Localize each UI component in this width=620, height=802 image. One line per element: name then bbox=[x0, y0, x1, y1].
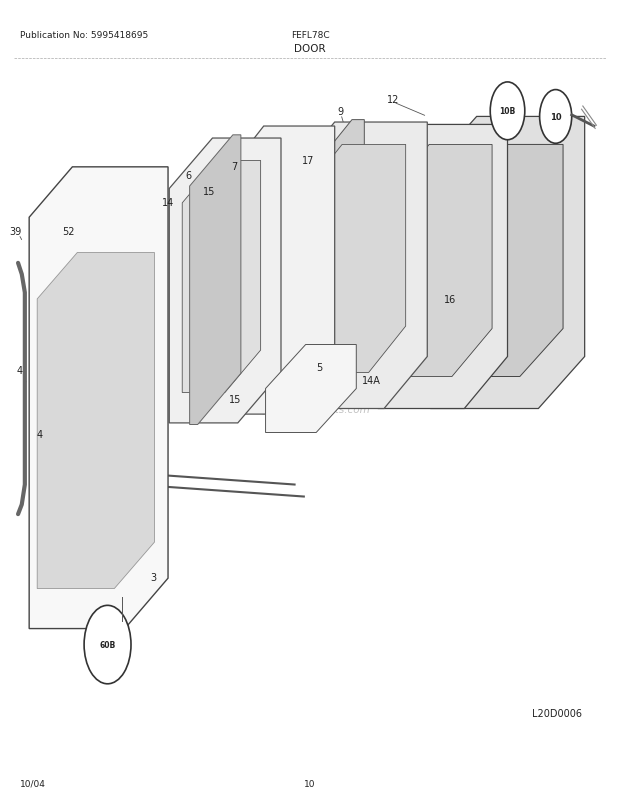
Text: 39: 39 bbox=[9, 227, 21, 237]
Polygon shape bbox=[443, 145, 563, 377]
Text: L20D0006: L20D0006 bbox=[531, 707, 582, 718]
Polygon shape bbox=[182, 161, 260, 393]
Text: 52: 52 bbox=[62, 227, 74, 237]
Text: 4: 4 bbox=[37, 430, 43, 439]
Text: 15: 15 bbox=[203, 187, 216, 196]
Text: 14A: 14A bbox=[362, 375, 381, 385]
Ellipse shape bbox=[84, 606, 131, 684]
Text: FEFL78C: FEFL78C bbox=[291, 31, 329, 40]
Polygon shape bbox=[265, 345, 356, 433]
Ellipse shape bbox=[539, 91, 572, 144]
Polygon shape bbox=[305, 145, 405, 373]
Polygon shape bbox=[310, 120, 365, 411]
Text: 9: 9 bbox=[338, 107, 344, 116]
Text: 15: 15 bbox=[229, 395, 241, 404]
Text: ReplacementParts.com: ReplacementParts.com bbox=[250, 404, 370, 414]
Ellipse shape bbox=[490, 83, 525, 140]
Text: 17: 17 bbox=[302, 156, 314, 166]
Text: 12: 12 bbox=[387, 95, 399, 105]
Text: 10: 10 bbox=[304, 779, 316, 788]
Text: Publication No: 5995418695: Publication No: 5995418695 bbox=[20, 31, 148, 40]
Polygon shape bbox=[224, 127, 335, 415]
Polygon shape bbox=[37, 253, 154, 589]
Text: 5: 5 bbox=[316, 363, 322, 372]
Polygon shape bbox=[378, 125, 508, 409]
Text: 14: 14 bbox=[162, 198, 174, 208]
Polygon shape bbox=[169, 139, 281, 423]
Text: DOOR: DOOR bbox=[294, 44, 326, 55]
Text: 10/04: 10/04 bbox=[20, 779, 46, 788]
Text: 60B: 60B bbox=[99, 640, 116, 650]
Text: 3: 3 bbox=[151, 572, 157, 581]
Polygon shape bbox=[29, 168, 168, 629]
Polygon shape bbox=[430, 117, 585, 409]
Polygon shape bbox=[190, 136, 241, 425]
Text: 4: 4 bbox=[17, 366, 23, 375]
Text: 10: 10 bbox=[550, 113, 562, 122]
Text: 7: 7 bbox=[232, 162, 238, 172]
Text: 6: 6 bbox=[185, 171, 192, 180]
Polygon shape bbox=[389, 145, 492, 377]
Text: 16: 16 bbox=[444, 294, 456, 305]
Polygon shape bbox=[291, 123, 427, 409]
Text: 10B: 10B bbox=[499, 107, 516, 116]
